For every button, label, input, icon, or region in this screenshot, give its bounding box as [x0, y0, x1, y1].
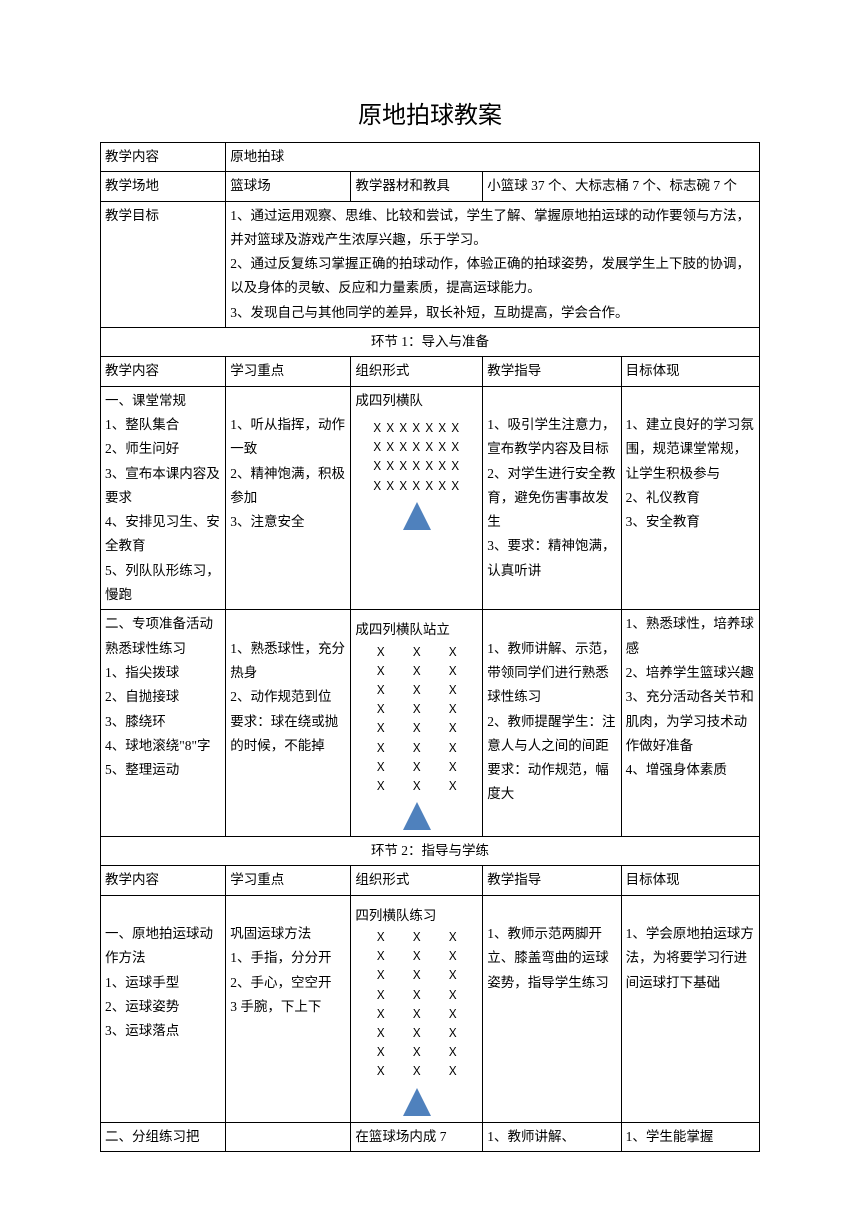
s1r2-formation: 成四列横队站立 Ｘ Ｘ Ｘ Ｘ Ｘ Ｘ Ｘ Ｘ Ｘ Ｘ Ｘ Ｘ Ｘ Ｘ Ｘ Ｘ …	[351, 610, 483, 837]
s2r1-xrow-3: Ｘ Ｘ Ｘ Ｘ Ｘ Ｘ	[355, 1005, 478, 1043]
goal-line-1: 1、通过运用观察、思维、比较和尝试，学生了解、掌握原地拍运球的动作要领与方法，并…	[230, 204, 755, 253]
s1r1-guidance: 1、吸引学生注意力，宣布教学内容及目标 2、对学生进行安全教育，避免伤害事故发生…	[483, 386, 621, 610]
s1r1-focus: 1、听从指挥，动作一致 2、精神饱满，积极参加 3、注意安全	[226, 386, 351, 610]
s1r1-content: 一、课堂常规 1、整队集合 2、师生问好 3、宣布本课内容及要求 4、安排见习生…	[101, 386, 226, 610]
s1r2-goals: 1、熟悉球性，培养球感 2、培养学生篮球兴趣 3、充分活动各关节和肌肉，为学习技…	[621, 610, 759, 837]
s2r1-formation-label: 四列横队练习	[355, 904, 478, 928]
s2-col-guidance: 教学指导	[483, 866, 621, 895]
s1r2-content: 二、专项准备活动熟悉球性练习 1、指尖拨球 2、自抛接球 3、膝绕环 4、球地滚…	[101, 610, 226, 837]
meta-content-label: 教学内容	[101, 143, 226, 172]
meta-equipment-value: 小篮球 37 个、大标志桶 7 个、标志碗 7 个	[483, 172, 760, 201]
s1r2-xrow-2: Ｘ Ｘ Ｘ Ｘ Ｘ Ｘ	[355, 681, 478, 719]
s1-col-formation: 组织形式	[351, 357, 483, 386]
s1r1-xrow-3: ＸＸＸＸＸＸＸ	[355, 457, 478, 476]
s1r1-formation: 成四列横队 ＸＸＸＸＸＸＸ ＸＸＸＸＸＸＸ ＸＸＸＸＸＸＸ ＸＸＸＸＸＸＸ	[351, 386, 483, 610]
teacher-triangle-icon	[403, 1088, 431, 1116]
s2r2-goals: 1、学生能掌握	[621, 1122, 759, 1151]
s2-col-content: 教学内容	[101, 866, 226, 895]
s1r1-goals: 1、建立良好的学习氛围，规范课堂常规，让学生积极参与 2、礼仪教育 3、安全教育	[621, 386, 759, 610]
s1r2-focus: 1、熟悉球性，充分热身 2、动作规范到位 要求：球在绕或抛的时候，不能掉	[226, 610, 351, 837]
s2r2-content: 二、分组练习把	[101, 1122, 226, 1151]
s1-col-focus: 学习重点	[226, 357, 351, 386]
s2-col-formation: 组织形式	[351, 866, 483, 895]
s2r2-guidance: 1、教师讲解、	[483, 1122, 621, 1151]
s2r1-content: 一、原地拍运球动作方法 1、运球手型 2、运球姿势 3、运球落点	[101, 895, 226, 1122]
s2r1-focus: 巩固运球方法 1、手指，分分开 2、手心，空空开 3 手腕，下上下	[226, 895, 351, 1122]
s2-col-focus: 学习重点	[226, 866, 351, 895]
s1-col-goals: 目标体现	[621, 357, 759, 386]
s1r2-xrow-1: Ｘ Ｘ Ｘ Ｘ Ｘ Ｘ	[355, 643, 478, 681]
s2-col-goals: 目标体现	[621, 866, 759, 895]
s1r2-formation-label: 成四列横队站立	[355, 618, 478, 642]
lesson-plan-table: 教学内容 原地拍球 教学场地 篮球场 教学器材和教具 小篮球 37 个、大标志桶…	[100, 142, 760, 1152]
s1r2-xrow-3: Ｘ Ｘ Ｘ Ｘ Ｘ Ｘ	[355, 719, 478, 757]
s2r1-xrow-1: Ｘ Ｘ Ｘ Ｘ Ｘ Ｘ	[355, 928, 478, 966]
meta-goal-label: 教学目标	[101, 201, 226, 327]
s1-col-content: 教学内容	[101, 357, 226, 386]
meta-goal-value: 1、通过运用观察、思维、比较和尝试，学生了解、掌握原地拍运球的动作要领与方法，并…	[226, 201, 760, 327]
s1r2-guidance: 1、教师讲解、示范，带领同学们进行熟悉球性练习 2、教师提醒学生：注意人与人之间…	[483, 610, 621, 837]
s1r1-formation-label: 成四列横队	[355, 389, 478, 413]
meta-venue-label: 教学场地	[101, 172, 226, 201]
s1r1-xrow-2: ＸＸＸＸＸＸＸ	[355, 438, 478, 457]
s2r1-xrow-4: Ｘ Ｘ Ｘ Ｘ Ｘ Ｘ	[355, 1043, 478, 1081]
goal-line-2: 2、通过反复练习掌握正确的拍球动作，体验正确的拍球姿势，发展学生上下肢的协调，以…	[230, 252, 755, 301]
s2r2-focus	[226, 1122, 351, 1151]
s1r1-xrow-1: ＸＸＸＸＸＸＸ	[355, 419, 478, 438]
s2r1-xrow-2: Ｘ Ｘ Ｘ Ｘ Ｘ Ｘ	[355, 966, 478, 1004]
section1-header: 环节 1：导入与准备	[101, 328, 760, 357]
meta-venue-value: 篮球场	[226, 172, 351, 201]
teacher-triangle-icon	[403, 802, 431, 830]
s1r1-xrow-4: ＸＸＸＸＸＸＸ	[355, 477, 478, 496]
s2r1-goals: 1、学会原地拍运球方法，为将要学习行进间运球打下基础	[621, 895, 759, 1122]
s1r2-xrow-4: Ｘ Ｘ Ｘ Ｘ Ｘ Ｘ	[355, 758, 478, 796]
s2r1-guidance: 1、教师示范两脚开立、膝盖弯曲的运球姿势，指导学生练习	[483, 895, 621, 1122]
meta-equipment-label: 教学器材和教具	[351, 172, 483, 201]
goal-line-3: 3、发现自己与其他同学的差异，取长补短，互助提高，学会合作。	[230, 301, 755, 325]
teacher-triangle-icon	[403, 502, 431, 530]
s2r2-formation: 在篮球场内成 7	[351, 1122, 483, 1151]
s2r1-formation: 四列横队练习 Ｘ Ｘ Ｘ Ｘ Ｘ Ｘ Ｘ Ｘ Ｘ Ｘ Ｘ Ｘ Ｘ Ｘ Ｘ Ｘ Ｘ…	[351, 895, 483, 1122]
page-title: 原地拍球教案	[100, 95, 760, 130]
section2-header: 环节 2：指导与学练	[101, 837, 760, 866]
s1-col-guidance: 教学指导	[483, 357, 621, 386]
meta-content-value: 原地拍球	[226, 143, 760, 172]
